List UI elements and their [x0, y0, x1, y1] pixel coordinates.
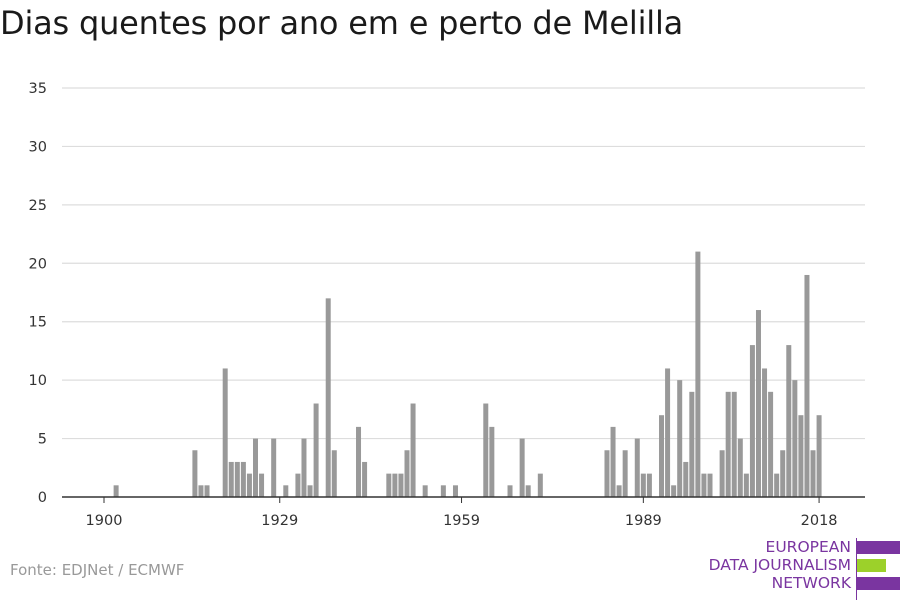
bar-1922	[234, 461, 240, 497]
logo-bar-purple-top	[857, 541, 900, 554]
x-tick-label-1959: 1959	[443, 513, 480, 529]
y-tick-label-10: 10	[29, 373, 47, 389]
bar-2000	[707, 473, 713, 497]
bar-1992	[659, 415, 665, 497]
bar-1998	[695, 251, 701, 497]
bar-1943	[362, 461, 368, 497]
bar-2011	[774, 473, 780, 497]
y-tick-label-5: 5	[38, 432, 47, 448]
bars	[113, 251, 822, 497]
bar-1916	[198, 485, 204, 497]
bar-2002	[719, 450, 725, 497]
bar-1921	[228, 461, 234, 497]
bar-1985	[616, 485, 622, 497]
source-note: Fonte: EDJNet / ECMWF	[10, 561, 185, 579]
bar-1934	[307, 485, 313, 497]
bar-1915	[192, 450, 198, 497]
bar-1932	[295, 473, 301, 497]
bar-1947	[386, 473, 392, 497]
bar-1928	[271, 438, 277, 497]
bar-1996	[683, 461, 689, 497]
bar-1999	[701, 473, 707, 497]
y-tick-label-15: 15	[29, 315, 47, 331]
bar-1925	[253, 438, 258, 497]
bar-1924	[246, 473, 252, 497]
bar-2007	[749, 345, 755, 497]
bar-2016	[804, 274, 810, 497]
bar-2009	[762, 368, 768, 497]
bar-2017	[810, 450, 816, 497]
logo-bar-green	[857, 559, 886, 572]
bar-1995	[677, 380, 683, 497]
bar-1949	[398, 473, 404, 497]
bar-2005	[737, 438, 743, 497]
bar-1938	[331, 450, 337, 497]
bar-1935	[313, 403, 319, 497]
chart-title: Dias quentes por ano em e perto de Melil…	[0, 4, 684, 42]
logo-text-european: EUROPEAN	[765, 538, 851, 556]
bar-2006	[743, 473, 749, 497]
bar-1917	[204, 485, 210, 497]
logo-bar-purple-bottom	[857, 577, 900, 590]
x-tick-label-2018: 2018	[801, 513, 838, 529]
bar-1993	[665, 368, 671, 497]
y-axis-ticks: 0 5 10 15 20 25 30 35	[29, 81, 47, 506]
gridlines	[62, 87, 865, 440]
bar-1963	[483, 403, 489, 497]
bar-1953	[422, 485, 428, 497]
bar-2010	[768, 391, 774, 497]
x-axis: 1900 1929 1959 1989 2018	[62, 496, 865, 529]
bar-chart: 0 5 10 15 20 25 30 35 1900 1929 1959 1989 2018	[29, 81, 865, 529]
edjnet-logo: EUROPEAN DATA JOURNALISM NETWORK	[700, 538, 900, 600]
bar-1933	[301, 438, 307, 497]
bar-1972	[537, 473, 543, 497]
bar-1970	[525, 485, 531, 497]
bar-1997	[689, 391, 695, 497]
y-tick-label-25: 25	[29, 198, 47, 214]
y-tick-label-35: 35	[29, 81, 47, 97]
bar-2014	[792, 380, 798, 497]
bar-2004	[731, 391, 737, 497]
bar-1948	[392, 473, 398, 497]
y-tick-label-20: 20	[29, 256, 47, 272]
logo-text-network: NETWORK	[771, 574, 851, 592]
bar-1923	[240, 461, 246, 497]
bar-1984	[610, 426, 616, 497]
bar-2018	[816, 415, 822, 497]
bar-1942	[356, 426, 362, 497]
bar-2008	[755, 310, 761, 497]
x-tick-label-1929: 1929	[261, 513, 298, 529]
bar-2015	[798, 415, 804, 497]
bar-1990	[646, 473, 652, 497]
bar-1950	[404, 450, 410, 497]
bar-1983	[604, 450, 610, 497]
bar-1902	[113, 485, 119, 497]
bar-1951	[410, 403, 416, 497]
bar-2003	[725, 391, 731, 497]
bar-1956	[440, 485, 446, 497]
bar-1994	[671, 485, 677, 497]
bar-1967	[507, 485, 513, 497]
bar-1926	[259, 473, 265, 497]
logo-divider	[856, 538, 857, 600]
bar-2013	[786, 345, 792, 497]
bar-1969	[519, 438, 525, 497]
x-tick-label-1900: 1900	[86, 513, 123, 529]
logo-text-data-journalism: DATA JOURNALISM	[708, 556, 851, 574]
y-tick-label-0: 0	[38, 490, 47, 506]
bar-1920	[222, 368, 228, 497]
bar-2012	[780, 450, 786, 497]
bar-1964	[489, 426, 495, 497]
x-tick-label-1989: 1989	[625, 513, 662, 529]
bar-1930	[283, 485, 289, 497]
y-tick-label-30: 30	[29, 139, 47, 155]
bar-1988	[634, 438, 640, 497]
bar-1958	[452, 485, 458, 497]
bar-1986	[622, 450, 628, 497]
bar-1937	[325, 298, 331, 497]
bar-1989	[640, 473, 646, 497]
